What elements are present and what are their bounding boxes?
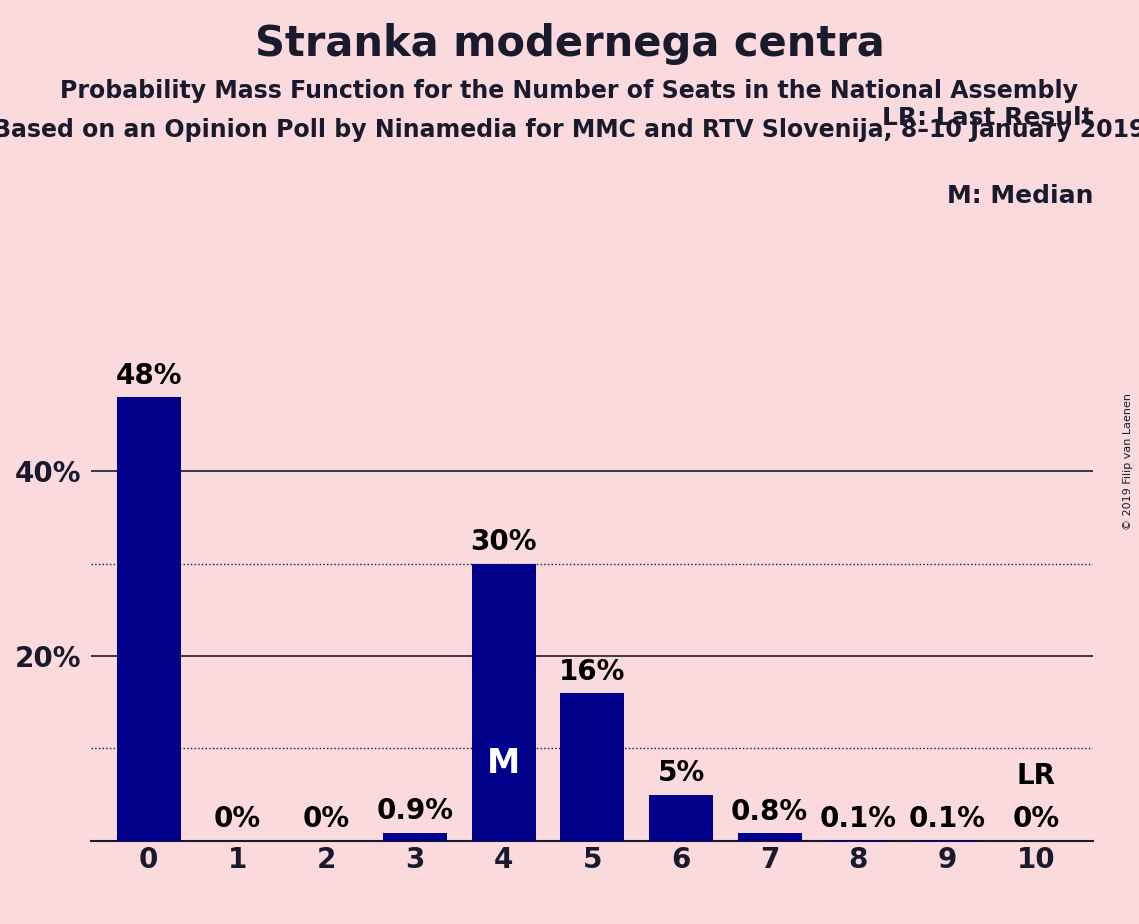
- Text: 0.8%: 0.8%: [731, 798, 809, 826]
- Bar: [738, 833, 802, 841]
- Bar: [827, 840, 891, 841]
- Text: M: Median: M: Median: [947, 184, 1093, 208]
- Bar: [472, 564, 535, 841]
- Text: Based on an Opinion Poll by Ninamedia for MMC and RTV Slovenija, 8–10 January 20: Based on an Opinion Poll by Ninamedia fo…: [0, 118, 1139, 142]
- Text: 0%: 0%: [1013, 806, 1059, 833]
- Bar: [649, 795, 713, 841]
- Bar: [117, 397, 181, 841]
- Bar: [383, 833, 446, 841]
- Text: Probability Mass Function for the Number of Seats in the National Assembly: Probability Mass Function for the Number…: [60, 79, 1079, 103]
- Text: LR: Last Result: LR: Last Result: [882, 106, 1093, 130]
- Text: LR: LR: [1016, 762, 1056, 790]
- Text: 48%: 48%: [115, 362, 182, 390]
- Text: 30%: 30%: [470, 529, 536, 556]
- Text: M: M: [487, 747, 521, 780]
- Text: 0%: 0%: [303, 806, 350, 833]
- Text: 16%: 16%: [559, 658, 625, 686]
- Text: © 2019 Filip van Laenen: © 2019 Filip van Laenen: [1123, 394, 1133, 530]
- Text: 0.1%: 0.1%: [909, 805, 985, 833]
- Text: 5%: 5%: [657, 760, 705, 787]
- Text: Stranka modernega centra: Stranka modernega centra: [255, 23, 884, 65]
- Text: 0.1%: 0.1%: [820, 805, 896, 833]
- Bar: [915, 840, 980, 841]
- Text: 0%: 0%: [214, 806, 261, 833]
- Bar: [560, 693, 624, 841]
- Text: 0.9%: 0.9%: [376, 797, 453, 825]
